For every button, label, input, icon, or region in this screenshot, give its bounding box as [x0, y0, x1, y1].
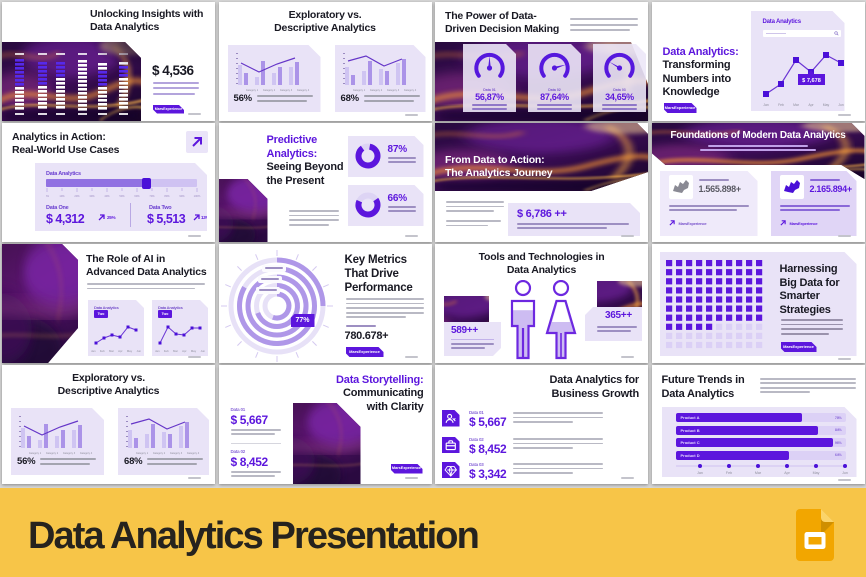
svg-text:Category 3: Category 3 — [386, 89, 399, 92]
svg-text:Category 4: Category 4 — [80, 452, 93, 455]
svg-text:90%: 90% — [179, 194, 185, 198]
svg-text:Jan: Jan — [763, 103, 769, 107]
svg-text:50%: 50% — [119, 194, 125, 198]
svg-text:Mar: Mar — [754, 471, 761, 475]
svg-text:Category 4: Category 4 — [187, 452, 200, 455]
svg-text:Feb: Feb — [778, 103, 784, 107]
svg-text:Jun: Jun — [842, 471, 848, 475]
svg-text:80%: 80% — [164, 194, 170, 198]
svg-text:70%: 70% — [149, 194, 155, 198]
svg-text:Category 3: Category 3 — [63, 452, 76, 455]
svg-text:Apr: Apr — [808, 103, 814, 107]
svg-text:Jun: Jun — [838, 103, 844, 107]
svg-text:60%: 60% — [134, 194, 140, 198]
svg-text:Category 2: Category 2 — [262, 89, 275, 92]
svg-text:Jan: Jan — [697, 471, 703, 475]
svg-text:May: May — [812, 471, 819, 475]
svg-text:Mar: Mar — [793, 103, 800, 107]
svg-text:Category 1: Category 1 — [352, 89, 365, 92]
svg-text:May: May — [822, 103, 829, 107]
svg-text:Apr: Apr — [784, 471, 790, 475]
svg-text:100%: 100% — [194, 194, 201, 198]
svg-text:0%: 0% — [46, 194, 50, 198]
svg-text:Category 2: Category 2 — [153, 452, 166, 455]
svg-text:Feb: Feb — [725, 471, 731, 475]
svg-text:Category 1: Category 1 — [245, 89, 258, 92]
svg-text:Category 4: Category 4 — [403, 89, 416, 92]
svg-text:Category 3: Category 3 — [279, 89, 292, 92]
svg-text:$ 7,678: $ 7,678 — [802, 78, 821, 84]
svg-text:30%: 30% — [89, 194, 95, 198]
svg-text:Category 1: Category 1 — [29, 452, 42, 455]
svg-text:40%: 40% — [104, 194, 110, 198]
svg-text:Category 4: Category 4 — [296, 89, 309, 92]
svg-text:Category 2: Category 2 — [369, 89, 382, 92]
svg-text:Category 3: Category 3 — [170, 452, 183, 455]
svg-text:Category 1: Category 1 — [136, 452, 149, 455]
svg-text:20%: 20% — [74, 194, 80, 198]
svg-text:10%: 10% — [59, 194, 65, 198]
svg-text:Category 2: Category 2 — [46, 452, 59, 455]
